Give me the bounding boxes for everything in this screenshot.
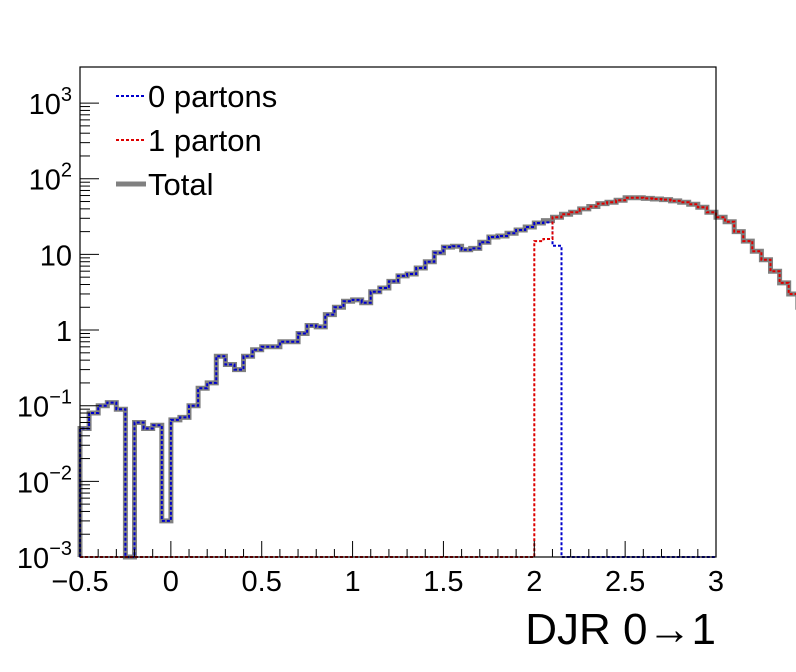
x-tick-label: 2.5 (605, 566, 645, 598)
legend: 0 partons 1 parton Total (116, 79, 277, 202)
axes-layer: −0.5 0 0.5 1 1.5 2 2.5 3 10−3 10−2 10−1 1 10 102 103 (17, 84, 724, 598)
x-tick-label: 3 (708, 566, 724, 598)
y-tick-label: 10−3 (17, 538, 72, 575)
x-tick-label: 1.5 (423, 566, 463, 598)
series-layer (77, 195, 796, 560)
y-tick-label: 1 (56, 316, 72, 348)
series-line-1-parton (80, 196, 796, 558)
legend-label: Total (148, 167, 213, 202)
series-line-0-partons (79, 221, 716, 558)
y-tick-label: 10−1 (17, 387, 72, 424)
y-tick-label: 10 (40, 240, 72, 272)
x-tick-label: −0.5 (51, 566, 108, 598)
legend-label: 1 parton (148, 123, 262, 158)
legend-label: 0 partons (148, 79, 277, 114)
x-tick-label: 1 (345, 566, 361, 598)
series-line-total (77, 195, 796, 560)
y-tick-label: 10−2 (17, 462, 72, 499)
x-axis-title: DJR 0→1 (525, 605, 716, 654)
x-tick-label: 0 (163, 566, 179, 598)
x-tick-label: 2 (526, 566, 542, 598)
y-tick-label: 103 (29, 84, 72, 121)
plot-frame (79, 66, 717, 558)
x-tick-label: 0.5 (242, 566, 282, 598)
y-tick-label: 102 (29, 160, 72, 197)
